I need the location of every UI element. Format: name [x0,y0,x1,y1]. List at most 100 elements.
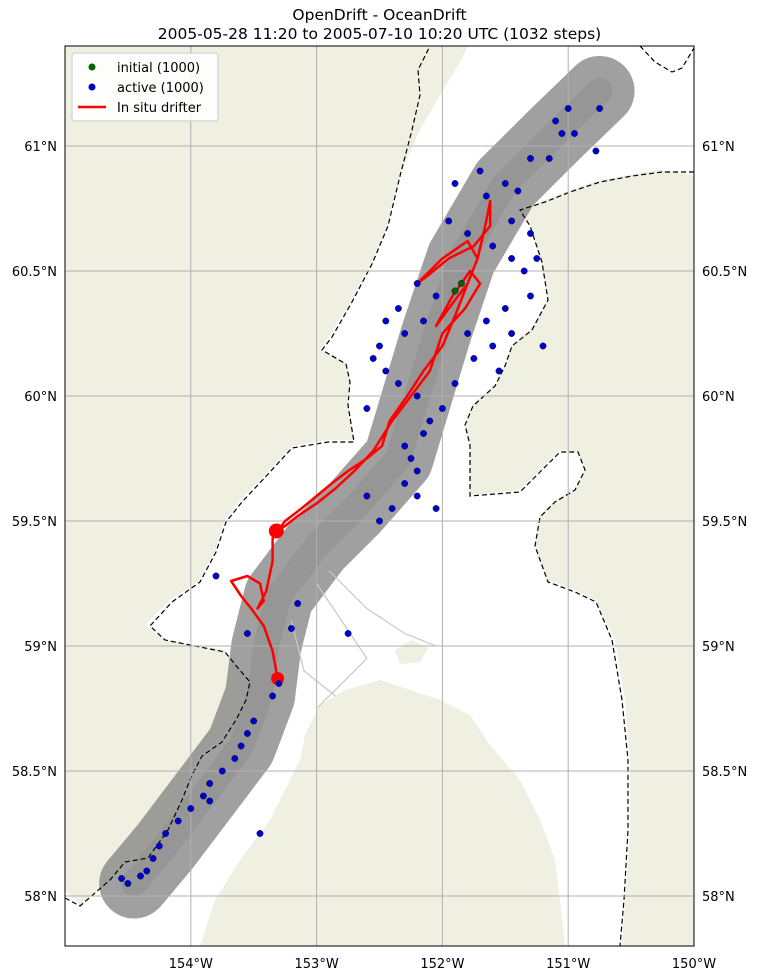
active-particle-marker [571,130,578,137]
active-particle-marker [413,280,421,287]
legend-label-active: active (1000) [117,81,204,96]
active-particle-marker [432,505,440,512]
lon-tick-label: 151°W [546,957,590,972]
active-particle-marker [432,292,440,300]
active-particle-marker [539,342,547,350]
active-particle-marker [501,180,509,187]
active-particle-marker [275,680,283,687]
active-particle-marker [445,217,453,225]
lat-tick-label-right: 61°N [702,140,735,155]
active-particle-marker [256,830,264,837]
active-particle-marker [376,517,383,525]
lat-tick-label-right: 60°N [702,390,735,405]
active-particle-marker [514,187,522,195]
trajectory-strand [328,570,437,647]
active-particle-marker [482,192,490,200]
active-particle-marker [206,780,214,787]
legend-marker-active [88,83,96,91]
active-particle-marker [369,355,377,362]
active-particle-marker [394,380,402,387]
active-particle-marker [413,467,421,475]
lat-tick-label-right: 58.5°N [702,765,747,780]
trajectory-strand [316,583,368,709]
lat-tick-label-right: 59.5°N [702,515,747,530]
active-particle-marker [401,442,409,450]
map-frame [64,45,695,947]
active-particle-marker [382,367,390,375]
active-particle-marker [508,330,515,337]
lon-tick-label: 154°W [169,957,213,972]
legend: initial (1000) active (1000) In situ dri… [71,52,219,122]
active-particle-marker [237,742,245,750]
active-particle-marker [495,367,503,375]
active-particle-marker [451,380,459,387]
active-particle-marker [124,880,132,887]
active-particle-marker [596,105,603,112]
boundary-north [639,46,694,73]
active-particle-marker [527,292,534,300]
active-particle-marker [508,217,515,225]
active-particle-marker [451,180,459,187]
active-particle-marker [527,155,534,162]
latitude-tick-labels-right: 58°N 58.5°N 59°N 59.5°N 60°N 60.5°N 61°N [702,140,747,905]
initial-particle-marker [457,280,465,287]
land-west-mainland [65,46,468,905]
active-particle-marker [363,492,371,500]
drifter-track-line [229,199,492,679]
active-particle-marker [212,572,220,580]
lat-tick-label-left: 58°N [24,890,57,905]
graticule [65,46,694,946]
active-particle-marker [501,305,509,312]
active-particle-marker [482,317,490,325]
lat-tick-label-left: 58.5°N [12,765,57,780]
lat-tick-label-left: 59°N [24,640,57,655]
boundary-west [65,46,431,907]
chart-title: OpenDrift - OceanDrift 2005-05-28 11:20 … [0,6,759,44]
active-particle-marker [376,342,383,350]
active-particle-marker [470,355,478,362]
drifter-end-marker [268,523,284,539]
active-particle-marker [401,330,409,337]
active-particle-marker [287,625,295,632]
active-particle-marker [269,692,276,700]
active-particle-marker [413,392,421,400]
active-particle-marker [564,105,572,112]
active-particle-marker [545,155,553,162]
active-particle-marker [508,255,515,262]
active-particle-marker [394,305,402,312]
active-particle-marker [388,505,396,512]
active-particle-marker [137,872,144,880]
active-particle-marker [174,817,182,825]
active-particle-marker [199,792,207,800]
active-particle-marker [344,630,352,637]
active-particle-marker [420,430,427,437]
lat-tick-label-left: 60°N [24,390,57,405]
in-situ-drifter-track [229,199,492,685]
lat-tick-label-left: 60.5°N [12,265,57,280]
lat-tick-label-right: 60.5°N [702,265,747,280]
initial-particle-marker [451,287,459,295]
land-kodiak-islands [200,680,565,946]
active-particle-marker [520,267,528,275]
active-particle-marker [489,242,497,250]
legend-box [71,52,219,122]
active-particle-marker [464,230,471,237]
active-particle-marker [558,130,566,137]
active-particle-marker [143,867,151,875]
domain-boundary [65,46,694,946]
title-line-1: OpenDrift - OceanDrift [292,6,467,24]
active-particle-marker [382,317,390,325]
active-particle-marker [162,830,170,837]
active-particle-marker [118,875,126,882]
active-particle-marker [527,230,534,237]
active-particle-marker [231,755,239,762]
active-particle-marker [533,255,541,262]
lon-tick-label: 153°W [295,957,339,972]
lon-tick-label: 150°W [672,957,716,972]
active-particle-marker [489,342,497,350]
latitude-tick-labels-left: 58°N 58.5°N 59°N 59.5°N 60°N 60.5°N 61°N [12,140,57,905]
active-particle-marker [420,317,427,325]
active-particle-marker [438,405,446,412]
active-particle-marker [407,455,415,462]
